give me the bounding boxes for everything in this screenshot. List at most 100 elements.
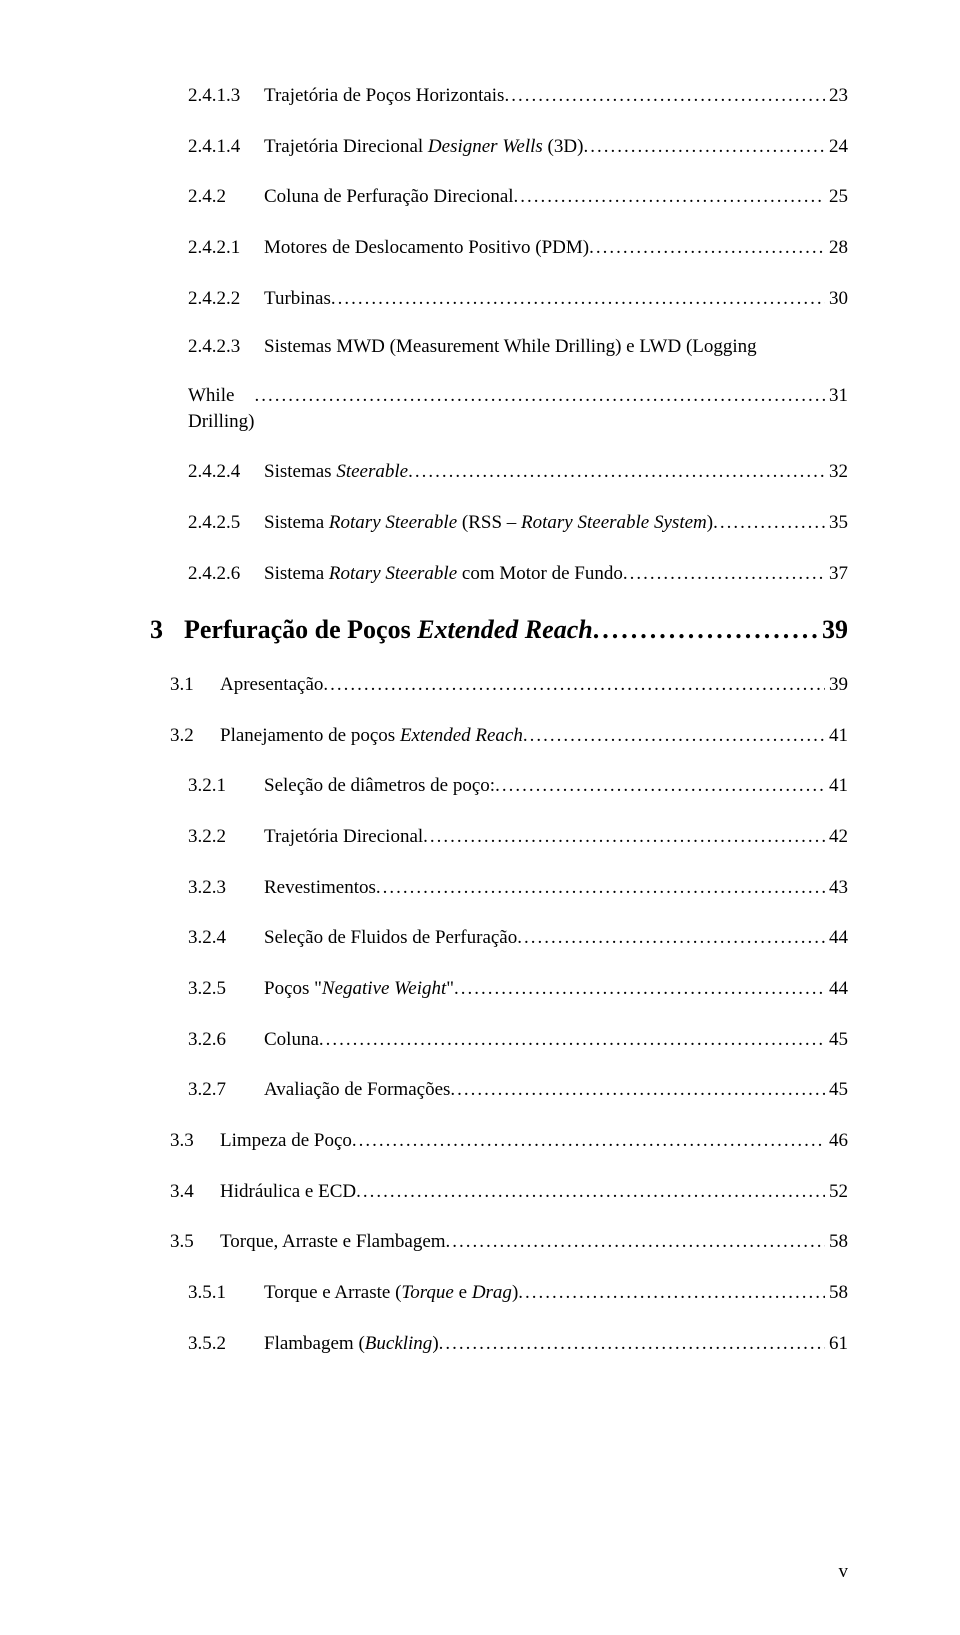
toc-num: 2.4.2.6 bbox=[188, 561, 264, 587]
toc-page-num: 52 bbox=[825, 1179, 848, 1205]
toc-entry: 3.2 Planejamento de poços Extended Reach… bbox=[150, 723, 848, 749]
toc-label: Trajetória de Poços Horizontais bbox=[264, 83, 504, 109]
toc-page-num: 61 bbox=[825, 1331, 848, 1357]
toc-leader bbox=[589, 235, 825, 261]
toc-page-num: 45 bbox=[825, 1027, 848, 1053]
toc-entry: 2.4.2.3Sistemas MWD (Measurement While D… bbox=[150, 336, 848, 358]
toc-page-num: 45 bbox=[825, 1077, 848, 1103]
toc-label: Planejamento de poços Extended Reach bbox=[220, 723, 523, 749]
toc-page-num: 37 bbox=[825, 561, 848, 587]
toc-leader bbox=[356, 1179, 825, 1205]
toc-page-num: 58 bbox=[825, 1229, 848, 1255]
toc-num: 2.4.2 bbox=[188, 184, 264, 210]
toc-page-num: 41 bbox=[825, 773, 848, 799]
toc-entry: 2.4.1.3 Trajetória de Poços Horizontais … bbox=[150, 83, 848, 109]
toc-entry: 2.4.2 Coluna de Perfuração Direcional 25 bbox=[150, 184, 848, 210]
toc-label: Sistema Rotary Steerable com Motor de Fu… bbox=[264, 561, 623, 587]
toc-entry: 3.5.1 Torque e Arraste (Torque e Drag) 5… bbox=[150, 1280, 848, 1306]
toc-num: 3.3 bbox=[170, 1128, 220, 1154]
toc-page-num: 31 bbox=[825, 383, 848, 409]
toc-page-num: 58 bbox=[825, 1280, 848, 1306]
toc-entry: 3.3 Limpeza de Poço 46 bbox=[150, 1128, 848, 1154]
toc-entry: 2.4.2.1 Motores de Deslocamento Positivo… bbox=[150, 235, 848, 261]
toc-leader bbox=[593, 613, 818, 647]
toc-page-num: 43 bbox=[825, 875, 848, 901]
toc-num: 3.2.6 bbox=[188, 1027, 264, 1053]
toc-label-cont: While Drilling) bbox=[188, 383, 254, 434]
toc-num: 3.2.2 bbox=[188, 824, 264, 850]
toc-label: Seleção de Fluidos de Perfuração bbox=[264, 925, 517, 951]
toc-entry: 3.2.4 Seleção de Fluidos de Perfuração 4… bbox=[150, 925, 848, 951]
toc-num: 2.4.1.3 bbox=[188, 83, 264, 109]
toc-label: Hidráulica e ECD bbox=[220, 1179, 356, 1205]
toc-leader bbox=[514, 184, 825, 210]
toc-label: Turbinas bbox=[264, 286, 331, 312]
toc-entry: 2.4.2.4 Sistemas Steerable 32 bbox=[150, 459, 848, 485]
toc-page-num: 28 bbox=[825, 235, 848, 261]
toc-leader bbox=[583, 134, 825, 160]
toc-label: Torque, Arraste e Flambagem bbox=[220, 1229, 446, 1255]
toc-leader bbox=[523, 723, 825, 749]
toc-entry: 3.2.6 Coluna 45 bbox=[150, 1027, 848, 1053]
toc-entry: 3.2.5 Poços "Negative Weight" 44 bbox=[150, 976, 848, 1002]
toc-label: Trajetória Direcional Designer Wells (3D… bbox=[264, 134, 583, 160]
toc-label: Limpeza de Poço bbox=[220, 1128, 352, 1154]
toc-leader bbox=[518, 1280, 825, 1306]
toc-num: 3.2.3 bbox=[188, 875, 264, 901]
toc-num: 3.5.2 bbox=[188, 1331, 264, 1357]
toc-num: 3.1 bbox=[170, 672, 220, 698]
toc-label: Avaliação de Formações bbox=[264, 1077, 450, 1103]
page-number-roman: v bbox=[839, 1561, 849, 1583]
toc-label: Seleção de diâmetros de poço: bbox=[264, 773, 495, 799]
toc-entry: 3.2.1 Seleção de diâmetros de poço: 41 bbox=[150, 773, 848, 799]
toc-label: Torque e Arraste (Torque e Drag) bbox=[264, 1280, 518, 1306]
toc-entry: 3.4 Hidráulica e ECD 52 bbox=[150, 1179, 848, 1205]
toc-leader bbox=[408, 459, 825, 485]
toc-page-num: 39 bbox=[818, 613, 848, 647]
toc-num: 2.4.2.3 bbox=[188, 336, 264, 358]
toc-num: 2.4.2.2 bbox=[188, 286, 264, 312]
toc-num: 3.2.4 bbox=[188, 925, 264, 951]
toc-entry: 2.4.2.6 Sistema Rotary Steerable com Mot… bbox=[150, 561, 848, 587]
toc-leader bbox=[319, 1027, 825, 1053]
toc-page-num: 25 bbox=[825, 184, 848, 210]
toc-page-num: 32 bbox=[825, 459, 848, 485]
toc-label: Coluna de Perfuração Direcional bbox=[264, 184, 514, 210]
toc-page-num: 30 bbox=[825, 286, 848, 312]
toc-label: Revestimentos bbox=[264, 875, 376, 901]
toc-num: 3.5 bbox=[170, 1229, 220, 1255]
toc-entry: 2.4.2.2 Turbinas 30 bbox=[150, 286, 848, 312]
toc-entry: 3.2.2 Trajetória Direcional 42 bbox=[150, 824, 848, 850]
toc-page-num: 35 bbox=[825, 510, 848, 536]
toc-entry: 3.5.2 Flambagem (Buckling) 61 bbox=[150, 1331, 848, 1357]
toc-label: Perfuração de Poços Extended Reach bbox=[184, 613, 593, 647]
toc-page-num: 41 bbox=[825, 723, 848, 749]
toc-num: 2.4.2.4 bbox=[188, 459, 264, 485]
toc-leader bbox=[352, 1128, 825, 1154]
toc-num: 3.2.1 bbox=[188, 773, 264, 799]
toc-num: 3.2.7 bbox=[188, 1077, 264, 1103]
toc-leader bbox=[423, 824, 825, 850]
toc-num: 3.4 bbox=[170, 1179, 220, 1205]
toc-page-num: 46 bbox=[825, 1128, 848, 1154]
toc-page-num: 44 bbox=[825, 925, 848, 951]
toc-leader bbox=[446, 1229, 825, 1255]
toc-leader bbox=[517, 925, 825, 951]
toc-entry: 3.2.3 Revestimentos 43 bbox=[150, 875, 848, 901]
toc-leader bbox=[623, 561, 825, 587]
toc-entry-continuation: While Drilling) 31 bbox=[150, 383, 848, 434]
toc-leader bbox=[504, 83, 825, 109]
toc-entry: 2.4.2.5 Sistema Rotary Steerable (RSS – … bbox=[150, 510, 848, 536]
toc-label: Sistema Rotary Steerable (RSS – Rotary S… bbox=[264, 510, 713, 536]
toc-page-num: 23 bbox=[825, 83, 848, 109]
toc-label: Sistemas MWD (Measurement While Drilling… bbox=[264, 336, 757, 357]
toc-label: Flambagem (Buckling) bbox=[264, 1331, 439, 1357]
toc-leader bbox=[323, 672, 825, 698]
toc-num: 3.2.5 bbox=[188, 976, 264, 1002]
toc-entry: 3.5 Torque, Arraste e Flambagem 58 bbox=[150, 1229, 848, 1255]
toc-entry: 2.4.1.4 Trajetória Direcional Designer W… bbox=[150, 134, 848, 160]
toc-leader bbox=[713, 510, 825, 536]
toc-leader bbox=[331, 286, 825, 312]
toc-page: 2.4.1.3 Trajetória de Poços Horizontais … bbox=[0, 0, 960, 1635]
toc-entry: 3.2.7 Avaliação de Formações 45 bbox=[150, 1077, 848, 1103]
